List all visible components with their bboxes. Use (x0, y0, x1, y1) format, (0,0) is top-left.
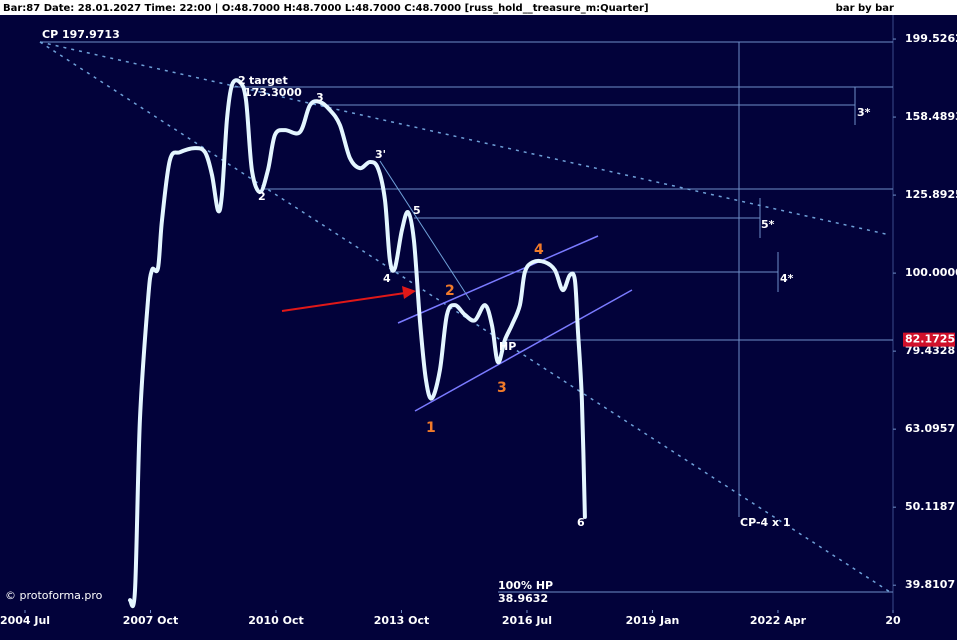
y-tick-label: 79.4328 (905, 344, 955, 357)
x-tick-label: 2013 Oct (374, 614, 430, 627)
channel-line (414, 289, 633, 412)
wave-label: 4 (534, 242, 544, 258)
annotation: 4* (780, 272, 794, 285)
last-price-box (903, 332, 955, 347)
x-tick-label: 20 (885, 614, 901, 627)
trend-line (379, 160, 471, 301)
y-tick-label: 100.0000 (905, 266, 957, 279)
annotation: 3* (857, 106, 871, 119)
x-tick-label: 2019 Jan (626, 614, 680, 627)
x-tick-label: 2007 Oct (123, 614, 179, 627)
annotation: CP 197.9713 (42, 28, 120, 41)
annotation: CP-4 x 1 (740, 516, 791, 529)
header-mode: bar by bar (836, 3, 894, 14)
plot (128, 78, 587, 609)
y-tick-label: 63.0957 (905, 422, 955, 435)
annotation: HP (499, 340, 516, 353)
annotation: 38.9632 (498, 592, 548, 605)
annotation: 2 (238, 74, 246, 87)
annotation: target (249, 74, 288, 87)
annotation: 6 (577, 516, 585, 529)
annotation: 5 (413, 204, 421, 217)
annotation: 3 (316, 91, 324, 104)
x-tick-label: 2016 Jul (502, 614, 552, 627)
wave-label: 3 (497, 380, 507, 396)
arrow (281, 292, 406, 312)
wave-label: 2 (445, 283, 455, 299)
y-tick-label: 199.5262 (905, 32, 957, 45)
y-tick-label: 125.8925 (905, 188, 957, 201)
wave-label: 1 (426, 420, 436, 436)
annotations: CP 197.9713 2 target 173.3000 3 2 3' 5 4… (5, 28, 871, 605)
annotation: 2 (258, 190, 266, 203)
annotation: 5* (761, 218, 775, 231)
y-tick-label: 158.4893 (905, 110, 957, 123)
price-line (128, 78, 587, 609)
last-price-label: 82.1725 (905, 333, 955, 346)
arrow-head (402, 286, 416, 299)
header-bar (0, 0, 957, 15)
annotation: 173.3000 (244, 86, 302, 99)
header-title: Bar:87 Date: 28.01.2027 Time: 22:00 | O:… (3, 3, 649, 14)
trend-line (39, 41, 891, 236)
annotation: 100% HP (498, 579, 553, 592)
annotation: 3' (375, 148, 386, 161)
annotation: 4 (383, 272, 391, 285)
watermark: © protoforma.pro (5, 589, 103, 602)
channel-line (397, 235, 599, 324)
x-tick-label: 2010 Oct (248, 614, 304, 627)
y-tick-label: 39.8107 (905, 578, 955, 591)
x-tick-label: 2004 Jul (0, 614, 50, 627)
x-tick-label: 2022 Apr (750, 614, 807, 627)
y-tick-label: 50.1187 (905, 500, 955, 513)
